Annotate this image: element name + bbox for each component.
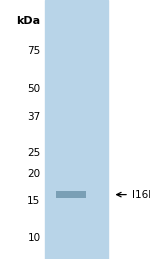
Text: 15: 15 [27,196,40,206]
Text: 75: 75 [27,46,40,56]
Text: Ⅰ16kDa: Ⅰ16kDa [132,190,150,200]
Text: 37: 37 [27,112,40,122]
Text: 10: 10 [27,233,40,243]
Bar [56,191,86,198]
Text: kDa: kDa [16,16,41,26]
Text: 20: 20 [27,169,40,179]
Bar [45,0,108,259]
Text: 50: 50 [27,84,40,94]
Text: 25: 25 [27,148,40,158]
